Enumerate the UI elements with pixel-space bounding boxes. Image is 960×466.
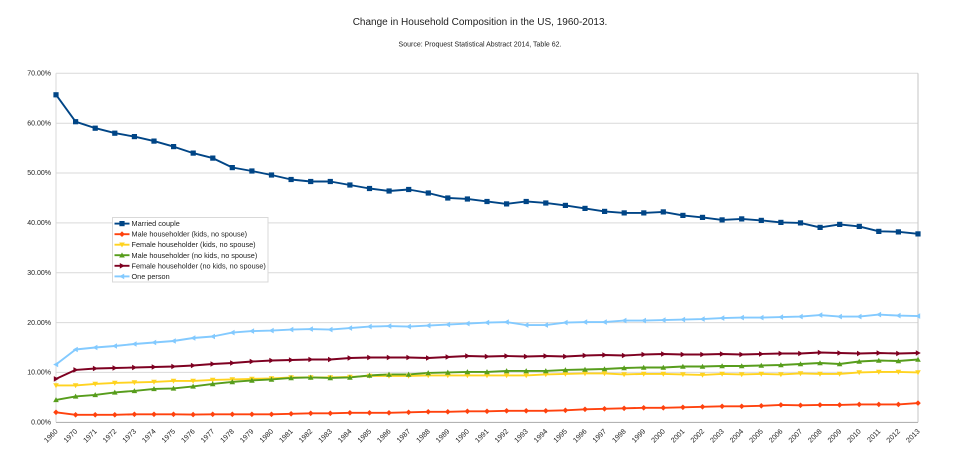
svg-text:60.00%: 60.00% — [27, 120, 51, 127]
svg-text:50.00%: 50.00% — [27, 170, 51, 177]
svg-text:20.00%: 20.00% — [27, 320, 51, 327]
svg-text:Female householder (no kids, n: Female householder (no kids, no spouse) — [132, 261, 266, 270]
svg-text:10.00%: 10.00% — [27, 370, 51, 377]
svg-text:0.00%: 0.00% — [31, 420, 51, 427]
svg-text:Source: Proquest Statistical A: Source: Proquest Statistical Abstract 20… — [399, 42, 562, 49]
svg-text:Female householder (kids, no s: Female householder (kids, no spouse) — [132, 240, 256, 249]
svg-text:One person: One person — [132, 272, 170, 281]
svg-text:Male householder (kids, no spo: Male householder (kids, no spouse) — [132, 230, 248, 239]
svg-text:30.00%: 30.00% — [27, 270, 51, 277]
svg-text:Male householder (no kids, no: Male householder (no kids, no spouse) — [132, 251, 258, 260]
svg-text:Married couple: Married couple — [132, 219, 180, 228]
svg-text:70.00%: 70.00% — [27, 71, 51, 78]
svg-text:40.00%: 40.00% — [27, 220, 51, 227]
svg-text:Change in Household Compositio: Change in Household Composition in the U… — [353, 17, 608, 28]
